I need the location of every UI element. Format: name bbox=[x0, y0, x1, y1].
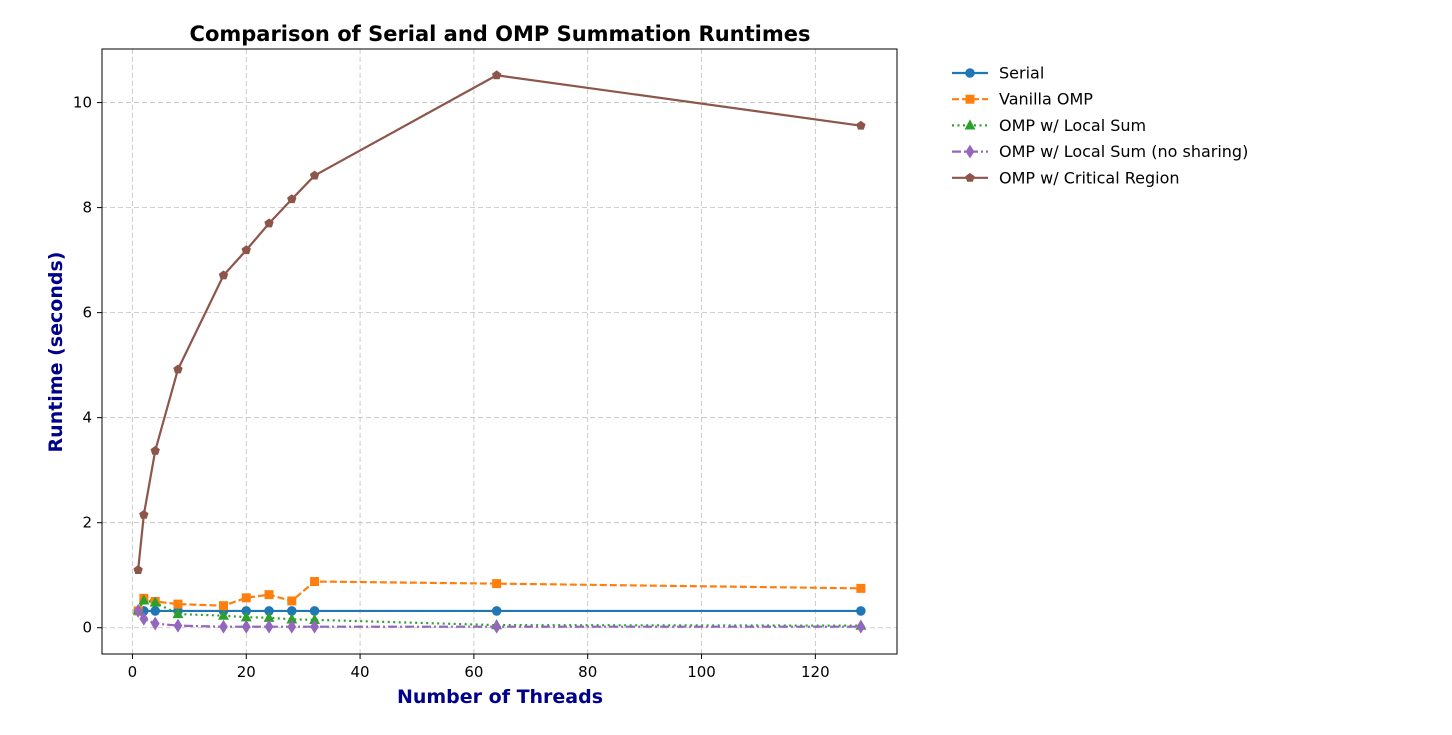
legend-item: OMP w/ Local Sum (no sharing) bbox=[952, 142, 1248, 161]
x-tick-label: 40 bbox=[351, 663, 370, 681]
tick-layer: 0 20 40 60 80 100 120 0 2 4 6 8 10 bbox=[73, 94, 830, 681]
legend-label: OMP w/ Local Sum bbox=[999, 116, 1146, 135]
data-point bbox=[264, 619, 274, 634]
legend: Serial Vanilla OMP OMP w/ Local Sum OMP w/ … bbox=[952, 64, 1248, 187]
data-point bbox=[492, 579, 502, 589]
data-point bbox=[492, 619, 502, 634]
data-point bbox=[138, 594, 150, 605]
legend-label: OMP w/ Local Sum (no sharing) bbox=[999, 142, 1248, 161]
x-tick-label: 60 bbox=[464, 663, 483, 681]
data-point bbox=[287, 596, 297, 606]
legend-marker bbox=[964, 119, 976, 130]
y-tick-label: 8 bbox=[82, 199, 92, 217]
legend-item: OMP w/ Local Sum bbox=[952, 116, 1146, 135]
plot-frame bbox=[101, 48, 898, 655]
data-point bbox=[310, 577, 320, 587]
y-tick-label: 10 bbox=[73, 94, 92, 112]
legend-item: OMP w/ Critical Region bbox=[952, 168, 1180, 187]
x-tick-label: 120 bbox=[801, 663, 830, 681]
legend-label: Serial bbox=[999, 64, 1044, 83]
series-layer bbox=[132, 70, 867, 634]
data-point bbox=[173, 364, 183, 374]
x-axis-label: Number of Threads bbox=[397, 686, 603, 708]
data-point bbox=[491, 606, 502, 616]
data-point bbox=[133, 604, 143, 618]
data-point bbox=[133, 565, 143, 574]
legend-marker bbox=[965, 172, 975, 182]
data-point bbox=[218, 609, 229, 620]
data-point bbox=[264, 590, 274, 600]
legend-marker bbox=[965, 68, 975, 78]
data-point bbox=[173, 618, 183, 633]
data-point bbox=[139, 611, 149, 626]
x-tick-label: 80 bbox=[578, 663, 597, 681]
data-point bbox=[241, 245, 251, 255]
data-point bbox=[856, 619, 866, 634]
series-3 bbox=[133, 604, 866, 634]
grid-layer bbox=[102, 49, 897, 654]
y-axis-label: Runtime (seconds) bbox=[45, 252, 67, 453]
data-point bbox=[218, 601, 228, 611]
data-point bbox=[150, 616, 160, 631]
x-tick-label: 0 bbox=[128, 663, 138, 681]
y-tick-label: 6 bbox=[82, 304, 92, 322]
data-point bbox=[309, 170, 320, 180]
data-point bbox=[219, 619, 228, 634]
y-tick-label: 0 bbox=[82, 619, 92, 637]
data-point bbox=[287, 619, 297, 634]
series-0 bbox=[133, 606, 866, 616]
y-tick-label: 4 bbox=[82, 409, 92, 427]
x-tick-label: 100 bbox=[687, 663, 716, 681]
data-point bbox=[149, 596, 161, 607]
data-point bbox=[241, 593, 251, 603]
series-line bbox=[137, 610, 861, 628]
x-tick-label: 20 bbox=[237, 663, 256, 681]
data-point bbox=[856, 583, 866, 593]
chart-title: Comparison of Serial and OMP Summation R… bbox=[190, 22, 811, 46]
legend-item: Serial bbox=[952, 64, 1044, 83]
data-point bbox=[150, 445, 160, 455]
legend-label: OMP w/ Critical Region bbox=[999, 168, 1180, 187]
data-point bbox=[856, 606, 866, 616]
data-point bbox=[287, 194, 297, 204]
legend-item: Vanilla OMP bbox=[952, 90, 1093, 109]
data-point bbox=[491, 70, 502, 80]
data-point bbox=[241, 619, 251, 634]
data-point bbox=[150, 606, 161, 616]
data-point bbox=[856, 120, 866, 130]
legend-marker bbox=[965, 144, 975, 159]
data-point bbox=[264, 218, 274, 228]
data-point bbox=[310, 619, 319, 634]
legend-label: Vanilla OMP bbox=[999, 90, 1093, 109]
data-point bbox=[218, 270, 229, 280]
y-tick-label: 2 bbox=[82, 514, 92, 532]
data-point bbox=[139, 509, 149, 519]
data-point bbox=[173, 599, 183, 609]
data-point bbox=[172, 608, 184, 619]
legend-marker bbox=[965, 94, 975, 104]
series-4 bbox=[133, 70, 866, 574]
